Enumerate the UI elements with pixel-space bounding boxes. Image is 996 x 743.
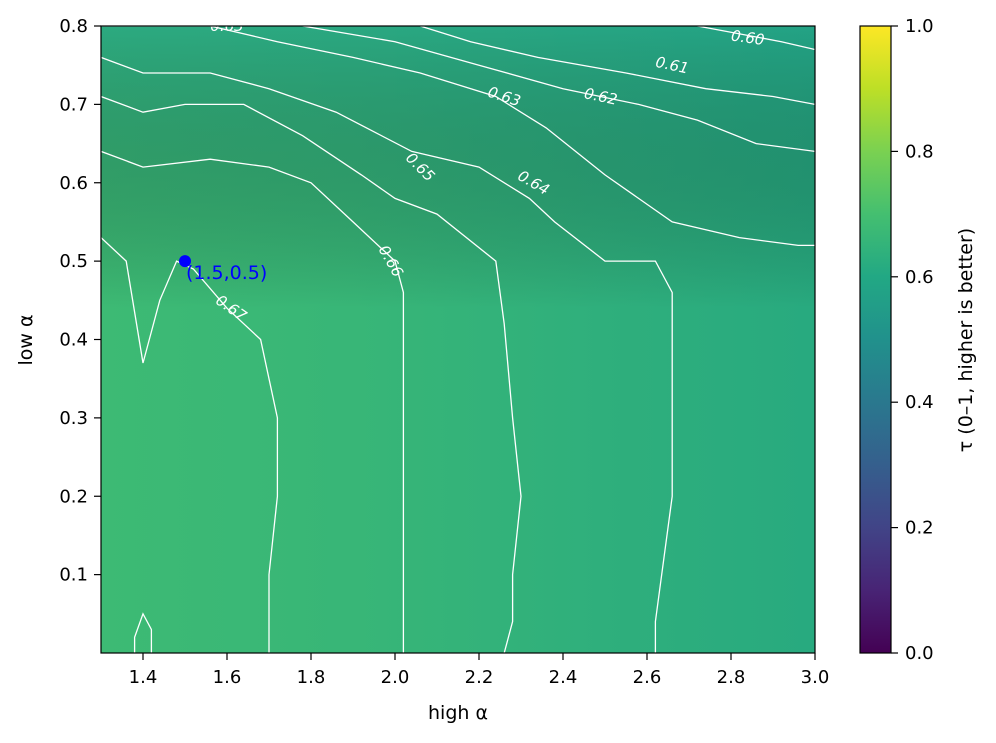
colorbar-tick-label-4: 0.8 (905, 141, 934, 162)
contour-line-0 (697, 26, 815, 51)
colorbar: 0.0 0.2 0.4 0.6 0.8 1.0 (859, 16, 934, 664)
colorbar-frame (859, 25, 892, 654)
colorbar-tick-label-1: 0.2 (905, 518, 934, 539)
x-tick-label-4: 2.2 (465, 667, 494, 688)
y-tick-label-0: 0.1 (59, 565, 88, 586)
x-tick-label-3: 2.0 (381, 667, 410, 688)
x-axis: 1.4 1.6 1.8 2.0 2.2 2.4 2.6 2.8 3.0 (129, 653, 830, 688)
colorbar-tick-label-2: 0.4 (905, 392, 934, 413)
x-tick-label-5: 2.4 (549, 667, 578, 688)
annotation-label-0: (1.5,0.5) (186, 262, 267, 284)
x-tick-label-0: 1.4 (129, 667, 158, 688)
y-tick-label-2: 0.3 (59, 408, 88, 429)
contour-line-1 (420, 26, 815, 106)
x-tick-label-7: 2.8 (717, 667, 746, 688)
annotations: (1.5,0.5) (179, 255, 267, 284)
x-tick-label-1: 1.6 (213, 667, 242, 688)
colorbar-tick-label-0: 0.0 (905, 643, 934, 664)
x-tick-label-8: 3.0 (801, 667, 830, 688)
colorbar-tick-label-3: 0.6 (905, 267, 934, 288)
contour-line-2 (302, 26, 815, 153)
contour-lines (101, 26, 815, 653)
y-axis: 0.1 0.2 0.3 0.4 0.5 0.6 0.7 0.8 (59, 16, 101, 586)
y-axis-label: low α (15, 314, 37, 365)
y-tick-label-1: 0.2 (59, 486, 88, 507)
y-tick-label-3: 0.4 (59, 330, 88, 351)
contour-line-7 (101, 150, 405, 653)
y-tick-label-4: 0.5 (59, 251, 88, 272)
x-tick-label-6: 2.6 (633, 667, 662, 688)
heatmap-field-shade (101, 26, 815, 653)
contour-label-0: 0.60 (730, 27, 766, 49)
colorbar-label: τ (0–1, higher is better) (955, 228, 977, 452)
contour-line-9 (133, 612, 153, 653)
y-tick-label-7: 0.8 (59, 16, 88, 37)
plot-area: 0.600.610.620.630.630.640.650.660.67 (1.… (100, 17, 816, 654)
y-tick-label-6: 0.7 (59, 94, 88, 115)
colorbar-gradient (860, 26, 891, 653)
x-axis-label: high α (428, 702, 488, 724)
y-tick-label-5: 0.6 (59, 173, 88, 194)
contour-line-6 (101, 95, 522, 653)
colorbar-ticks: 0.0 0.2 0.4 0.6 0.8 1.0 (891, 16, 934, 664)
contour-line-5 (101, 56, 673, 653)
annotation-marker-0 (179, 255, 191, 268)
colorbar-tick-label-5: 1.0 (905, 16, 934, 37)
contour-line-3 (101, 26, 815, 247)
contour-line-8 (101, 237, 279, 653)
x-tick-label-2: 1.8 (297, 667, 326, 688)
